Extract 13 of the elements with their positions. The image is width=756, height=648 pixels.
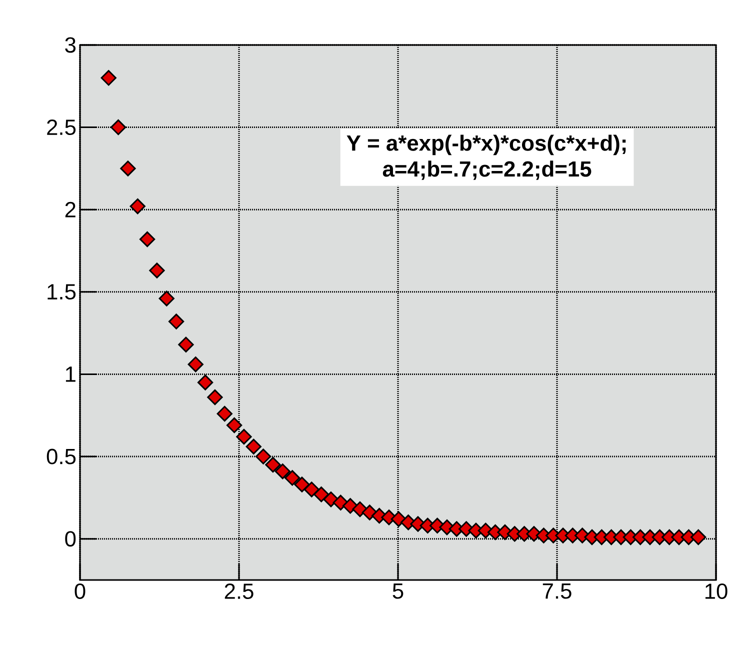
- y-tick-label: 1: [66, 366, 76, 382]
- x-tick-label: 10: [705, 583, 728, 600]
- y-tick-label: 2: [65, 202, 76, 218]
- y-tick-label: 1.5: [48, 284, 76, 300]
- y-tick-label: 2.5: [47, 120, 76, 136]
- y-tick-label: 0.5: [46, 448, 76, 464]
- x-tick-label: 2.5: [224, 583, 254, 600]
- x-tick-label: 7.5: [542, 584, 572, 599]
- x-tick-label: 5: [392, 584, 404, 599]
- y-tick-label: 0: [65, 531, 76, 547]
- annotation: a=4;b=.7;c=2.2;d=15: [382, 160, 592, 180]
- annotation: Y = a*exp(-b*x)*cos(c*x+d);: [346, 134, 626, 156]
- y-tick-label: 3: [65, 37, 76, 53]
